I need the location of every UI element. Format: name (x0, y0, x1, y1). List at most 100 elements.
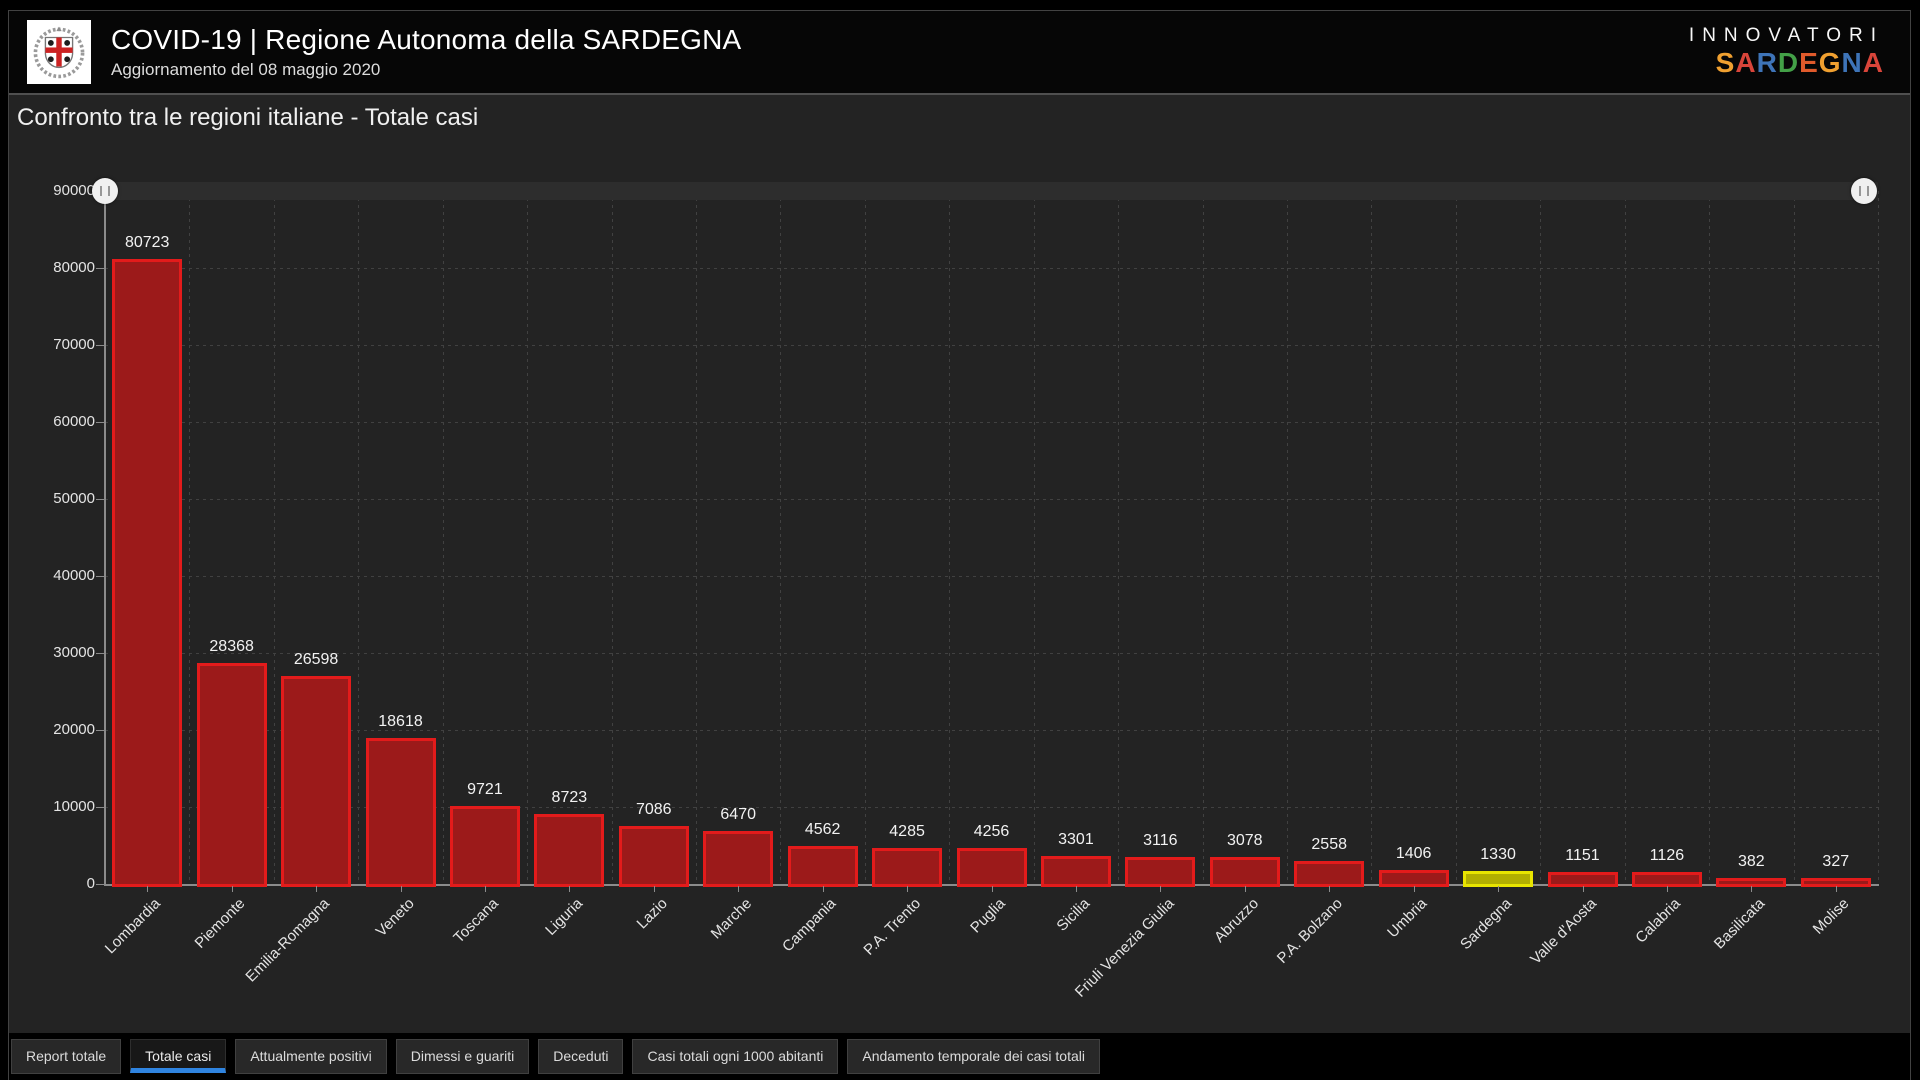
bar-sicilia[interactable] (1040, 855, 1111, 887)
x-axis-label: Lazio (633, 895, 671, 933)
x-axis-tick (991, 886, 993, 892)
brand-line1: INNOVATORI (1688, 24, 1884, 46)
bar-p-a-trento[interactable] (872, 848, 943, 887)
gridline-vertical (696, 191, 697, 884)
bar-value-label: 1406 (1395, 845, 1432, 863)
bar-basilicata[interactable] (1716, 878, 1787, 887)
bar-umbria[interactable] (1378, 870, 1449, 887)
gridline-vertical (1540, 191, 1542, 884)
y-axis-tick (96, 807, 104, 808)
y-axis-tick (96, 884, 104, 885)
x-axis-tick (1329, 886, 1331, 892)
gridline-vertical (949, 191, 951, 884)
bar-molise[interactable] (1800, 878, 1871, 887)
gridline-vertical (864, 191, 866, 884)
bar-friuli-venezia-giulia[interactable] (1125, 857, 1196, 887)
data-zoom-right-handle[interactable] (1851, 178, 1877, 204)
tab-dimessi-e-guariti[interactable]: Dimessi e guariti (395, 1039, 530, 1074)
y-axis-tick-label: 30000 (53, 644, 95, 661)
x-axis-label: Liguria (542, 895, 587, 939)
bar-value-label: 4256 (973, 823, 1010, 841)
tab-totale-casi[interactable]: Totale casi (130, 1039, 227, 1073)
bar-value-label: 3116 (1143, 832, 1178, 849)
gridline-vertical (1118, 191, 1120, 884)
brand-letter: G (1818, 46, 1842, 78)
x-axis-tick (484, 886, 486, 892)
y-axis-tick (96, 576, 104, 577)
tab-deceduti[interactable]: Deceduti (538, 1039, 624, 1074)
bar-campania[interactable] (787, 845, 858, 887)
tab-attualmente-positivi[interactable]: Attualmente positivi (235, 1039, 387, 1074)
bar-abruzzo[interactable] (1209, 857, 1280, 887)
gridline-vertical (611, 191, 613, 884)
gridline-horizontal (105, 730, 1878, 731)
y-axis-tick-label: 80000 (53, 259, 95, 276)
brand-letter: R (1756, 46, 1778, 78)
bar-value-label: 28368 (209, 637, 254, 655)
brand-line2: SARDEGNA (1689, 47, 1884, 79)
bar-value-label: 382 (1737, 853, 1765, 871)
app-title: COVID-19 | Regione Autonoma della SARDEG… (111, 24, 742, 55)
data-zoom-slider-track[interactable] (105, 182, 1878, 200)
brand-letter: D (1777, 46, 1800, 78)
x-axis-label: Sicilia (1053, 895, 1093, 935)
gridline-vertical (1371, 191, 1373, 884)
bar-value-label: 4562 (804, 820, 841, 838)
bar-lazio[interactable] (618, 826, 689, 887)
gridline-vertical (189, 191, 191, 884)
bar-value-label: 7086 (635, 801, 672, 819)
x-axis-label: Sardegna (1457, 895, 1516, 954)
innovatori-sardegna-logo: INNOVATORI SARDEGNA (1689, 25, 1884, 79)
bar-value-label: 1126 (1649, 847, 1685, 865)
x-axis-tick (147, 886, 149, 892)
bar-value-label: 327 (1822, 853, 1850, 871)
gridline-horizontal (105, 499, 1878, 500)
dashboard-frame: COVID-19 | Regione Autonoma della SARDEG… (8, 10, 1911, 1080)
bar-lombardia[interactable] (112, 259, 183, 887)
y-axis-tick-label: 10000 (53, 798, 95, 815)
bar-emilia-romagna[interactable] (281, 676, 352, 887)
gridline-vertical (527, 191, 529, 884)
bar-value-label: 2558 (1311, 836, 1347, 854)
data-zoom-left-handle[interactable] (92, 178, 118, 204)
range-drag-handle-icon (100, 186, 110, 196)
y-axis-tick-label: 90000 (53, 182, 95, 199)
gridline-vertical (1709, 191, 1711, 884)
x-axis-label: Emilia-Romagna (242, 895, 334, 986)
bar-p-a-bolzano[interactable] (1294, 861, 1365, 887)
bar-toscana[interactable] (449, 806, 520, 887)
bar-sardegna[interactable] (1463, 870, 1534, 887)
gridline-vertical (1793, 191, 1795, 884)
bar-piemonte[interactable] (196, 662, 267, 887)
bar-marche[interactable] (703, 831, 774, 887)
gridline-vertical (1624, 191, 1626, 884)
x-axis-tick (400, 886, 402, 892)
bar-calabria[interactable] (1631, 872, 1702, 887)
bar-veneto[interactable] (365, 737, 436, 887)
x-axis-label: Umbria (1384, 895, 1431, 942)
x-axis-tick (1751, 886, 1753, 892)
x-axis-label: Puglia (967, 895, 1009, 937)
bar-valle-d-aosta[interactable] (1547, 872, 1618, 887)
tab-casi-totali-ogni-1000-abitanti[interactable]: Casi totali ogni 1000 abitanti (632, 1039, 839, 1074)
x-axis-label: Piemonte (191, 895, 249, 952)
y-axis-tick-label: 60000 (53, 413, 95, 430)
x-axis-tick (1413, 886, 1415, 892)
bar-liguria[interactable] (534, 813, 605, 887)
tab-report-totale[interactable]: Report totale (11, 1039, 122, 1074)
header-bar: COVID-19 | Regione Autonoma della SARDEG… (9, 11, 1910, 95)
chart-title: Confronto tra le regioni italiane - Tota… (17, 104, 479, 131)
x-axis-label: P.A. Bolzano (1274, 895, 1347, 967)
bar-value-label: 80723 (124, 234, 170, 252)
gridline-vertical (442, 191, 444, 884)
bar-puglia[interactable] (956, 848, 1027, 887)
tab-andamento-temporale-dei-casi-totali[interactable]: Andamento temporale dei casi totali (847, 1039, 1100, 1074)
header-titles: COVID-19 | Regione Autonoma della SARDEG… (111, 24, 741, 80)
x-axis-tick (1244, 886, 1246, 892)
x-axis-label: P.A. Trento (860, 895, 925, 959)
bar-value-label: 4285 (889, 823, 925, 840)
gridline-vertical (358, 191, 360, 884)
x-axis-tick (1498, 886, 1500, 892)
x-axis-tick (653, 886, 655, 892)
x-axis-label: Calabria (1632, 895, 1684, 947)
